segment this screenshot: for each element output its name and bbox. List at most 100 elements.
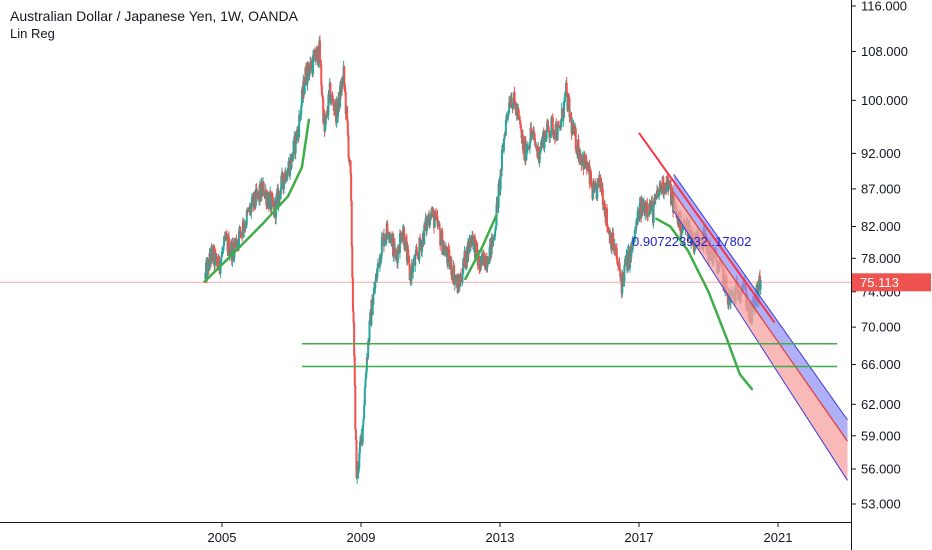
regression-channel-lower-edge [673, 210, 848, 481]
candle-body [418, 237, 421, 260]
candle-body [340, 81, 343, 96]
candle-body [448, 249, 451, 267]
candle-body [436, 215, 439, 226]
candle-body [410, 265, 413, 280]
candle-body [326, 114, 329, 116]
candle [353, 319, 356, 363]
candle [344, 87, 347, 120]
candle-body [397, 246, 400, 251]
candle [262, 181, 265, 196]
candle-body [416, 251, 419, 256]
candle [233, 238, 236, 263]
candle-body [439, 229, 442, 246]
candle-body [549, 135, 552, 138]
price-tick-label: 92.000 [861, 146, 901, 161]
candle-body [387, 231, 390, 237]
candle-body [245, 210, 248, 225]
candle-body [562, 100, 565, 118]
candle [535, 144, 538, 157]
candle [492, 240, 495, 247]
candle-body [757, 282, 760, 302]
candle [433, 218, 436, 228]
red-trendline [638, 132, 776, 324]
candle-body [262, 182, 265, 196]
time-axis[interactable]: 2005 2009 2013 2017 2021 [208, 522, 793, 545]
candle-body [414, 249, 417, 256]
candle-body [500, 149, 503, 171]
candle [529, 122, 532, 144]
candle-body [380, 236, 383, 256]
candle-body [367, 341, 370, 343]
candle-body [363, 405, 366, 419]
candle-body [497, 183, 500, 208]
candle-body [635, 221, 638, 231]
candle-body [483, 253, 486, 268]
candle-body [275, 195, 278, 198]
candle [314, 47, 317, 63]
candle-body [337, 105, 340, 117]
candle-body [550, 117, 553, 132]
candle-body [264, 191, 267, 197]
candle-body [386, 223, 389, 232]
candle [509, 95, 512, 108]
price-tick-label: 53.000 [861, 497, 901, 512]
candle-body [606, 208, 609, 227]
candle-body [601, 188, 604, 206]
candle-body [524, 140, 527, 161]
candle [636, 206, 639, 226]
candle [292, 140, 295, 159]
candle-body [502, 138, 505, 151]
candle [538, 152, 541, 168]
candle-body [349, 160, 352, 174]
candle [585, 153, 588, 170]
candle-body [439, 240, 442, 246]
candle-body [585, 156, 588, 169]
candle-body [210, 245, 213, 262]
candle-body [525, 150, 528, 161]
candle-body [450, 258, 453, 276]
candle-body [432, 211, 435, 228]
candle-body [225, 236, 228, 240]
plot-area[interactable] [204, 35, 848, 484]
candle [633, 226, 636, 244]
indicator-label: Lin Reg [10, 26, 55, 41]
candle [439, 228, 442, 251]
candle-body [208, 253, 211, 271]
candle-body [333, 111, 336, 113]
candle-body [396, 246, 399, 263]
candle [576, 150, 579, 159]
candle-body [493, 236, 496, 238]
candle-body [474, 241, 477, 259]
candle [518, 115, 521, 122]
price-tick-label: 78.000 [861, 251, 901, 266]
candle [581, 161, 584, 166]
candle-body [632, 237, 635, 242]
price-tick-label: 100.000 [861, 93, 908, 108]
candle-body [368, 320, 371, 342]
candle-body [621, 272, 624, 294]
price-axis[interactable]: 116.000 108.000 100.000 92.000 87.000 82.000 7… [851, 0, 931, 512]
candle-body [580, 155, 583, 166]
candle-body [487, 263, 490, 265]
candle-body [300, 105, 303, 115]
candle [530, 121, 533, 135]
candle [547, 125, 550, 133]
last-price-label: 75.113 [860, 275, 899, 290]
candle-body [344, 92, 347, 114]
candle-body [606, 226, 609, 228]
candle-body [619, 269, 622, 278]
candle-body [332, 98, 335, 105]
candle-body [404, 237, 407, 251]
chart-title: Australian Dollar / Japanese Yen, 1W, OA… [10, 8, 298, 24]
candle-body [503, 134, 506, 139]
candle-body [636, 211, 639, 225]
candle-body [687, 234, 690, 237]
candle [646, 198, 649, 222]
candle-body [268, 195, 271, 209]
candle-body [343, 66, 346, 85]
candle-body [539, 151, 542, 155]
candle-body [444, 250, 447, 256]
candle-body [510, 97, 513, 108]
candle-body [216, 260, 219, 267]
